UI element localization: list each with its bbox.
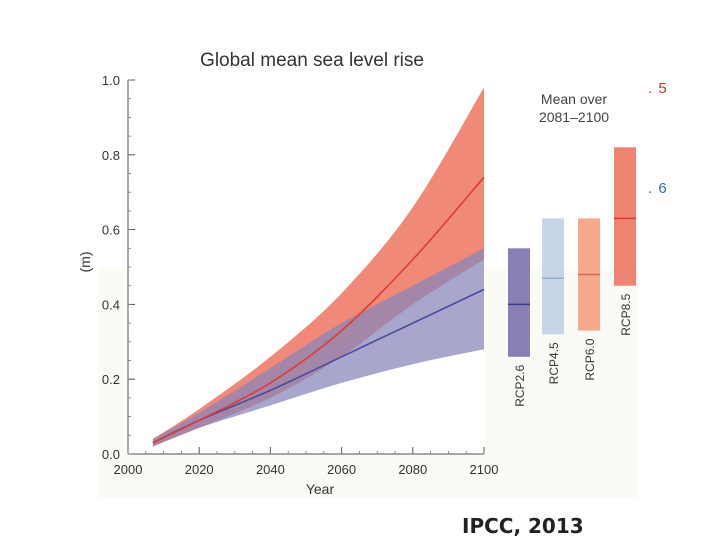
side-panel-title-line2: 2081–2100 — [539, 109, 609, 125]
x-axis-label: Year — [306, 481, 335, 497]
x-tick-label: 2080 — [398, 462, 427, 477]
bar-label-rcp45: RCP4.5 — [547, 342, 561, 384]
y-tick-label: 0.4 — [102, 297, 120, 312]
mean-line-rcp85 — [152, 176, 485, 444]
y-axis-label: (m) — [77, 252, 93, 273]
chart-title: Global mean sea level rise — [200, 50, 424, 71]
y-tick-label: 0.8 — [102, 148, 120, 163]
red-note: . 5 — [648, 80, 668, 97]
x-tick-label: 2100 — [470, 462, 499, 477]
uncertainty-band-rcp26 — [152, 248, 484, 447]
y-tick-label: 0.6 — [102, 223, 120, 238]
uncertainty-band-rcp85 — [152, 87, 484, 447]
bar-label-rcp60: RCP6.0 — [583, 338, 597, 380]
range-bar-rcp26 — [508, 248, 530, 357]
x-tick-label: 2060 — [327, 462, 356, 477]
range-bar-rcp45 — [542, 218, 564, 335]
bar-label-rcp85: RCP8.5 — [619, 293, 633, 335]
blue-note: . 6 — [648, 180, 668, 197]
range-bar-rcp85 — [614, 147, 636, 286]
citation: IPCC, 2013 — [462, 514, 584, 538]
x-tick-label: 2000 — [114, 462, 143, 477]
y-tick-label: 1.0 — [102, 73, 120, 88]
y-tick-label: 0.0 — [102, 447, 120, 462]
side-panel-title-line1: Mean over — [541, 91, 607, 107]
x-tick-label: 2040 — [256, 462, 285, 477]
bar-label-rcp26: RCP2.6 — [513, 364, 527, 406]
y-tick-label: 0.2 — [102, 372, 120, 387]
x-tick-label: 2020 — [185, 462, 214, 477]
